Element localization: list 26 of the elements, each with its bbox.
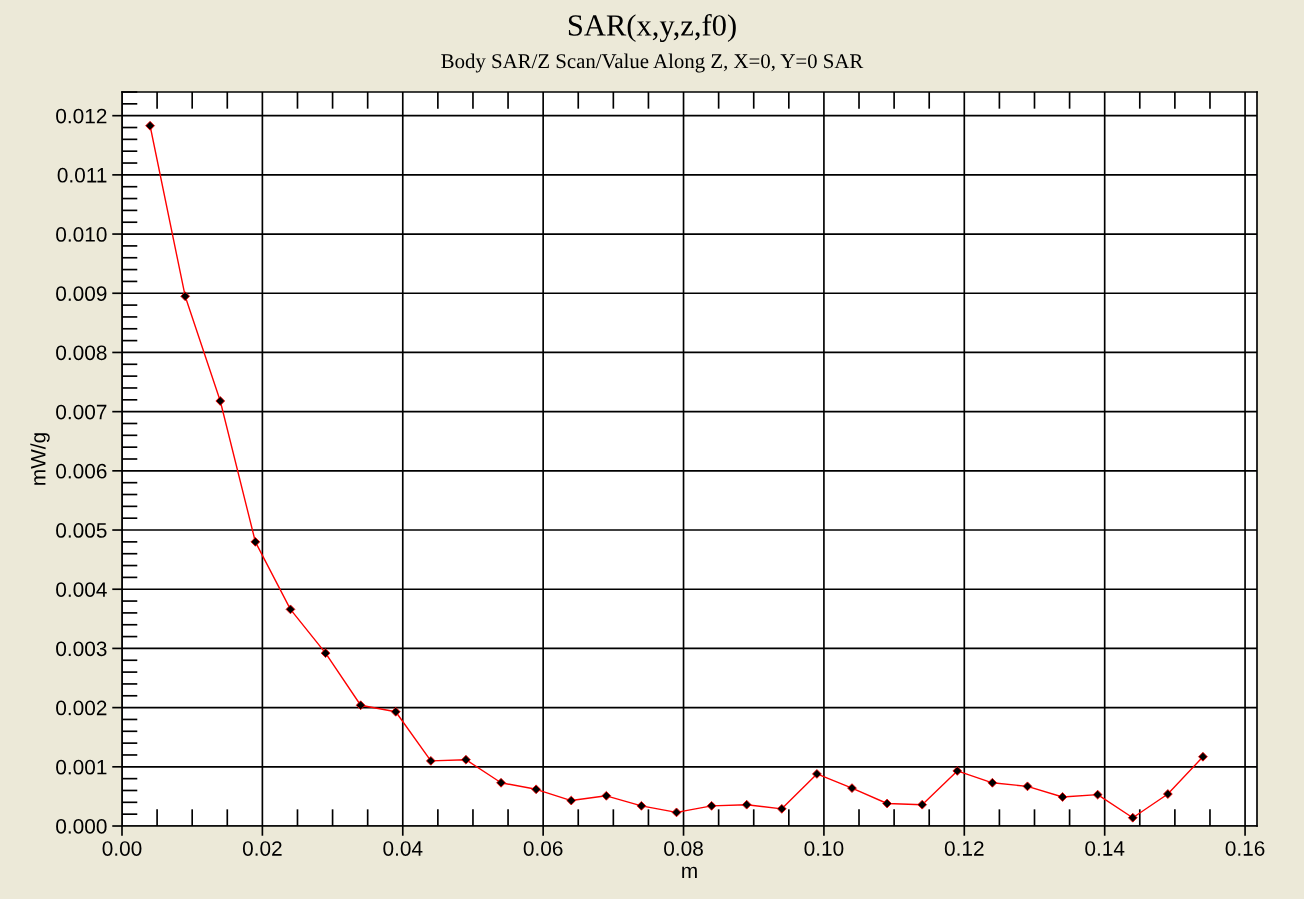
x-tick-label: 0.12 (944, 841, 984, 856)
x-tick-label: 0.08 (664, 841, 703, 856)
y-tick-label: 0.003 (56, 641, 107, 657)
y-tick-label: 0.001 (56, 759, 107, 775)
x-tick-label: 0.14 (1085, 841, 1125, 856)
y-tick-label: 0.009 (56, 286, 107, 302)
x-tick-label: 0.04 (383, 841, 423, 856)
y-tick-label: 0.006 (56, 463, 107, 479)
x-tick-label: 0.00 (102, 841, 142, 856)
y-tick-label: 0.005 (56, 523, 107, 538)
x-axis-title: m (682, 866, 697, 878)
y-tick-label: 0.012 (56, 108, 107, 124)
y-tick-label: 0.000 (56, 819, 107, 834)
y-tick-label: 0.011 (57, 167, 107, 183)
x-tick-label: 0.10 (804, 841, 844, 856)
x-tick-label: 0.06 (523, 841, 563, 856)
chart-subtitle: Body SAR/Z Scan/Value Along Z, X=0, Y=0 SAR (441, 53, 864, 73)
x-tick-label: 0.16 (1225, 841, 1265, 856)
y-tick-label: 0.008 (56, 345, 107, 361)
x-tick-label: 0.02 (242, 841, 282, 856)
chart-title: SAR(x,y,z,f0) (568, 13, 736, 43)
y-tick-label: 0.007 (56, 404, 107, 420)
y-tick-label: 0.004 (56, 582, 107, 597)
y-tick-label: 0.010 (56, 227, 107, 242)
y-axis-title: mW/g (30, 433, 50, 485)
y-tick-label: 0.002 (56, 700, 107, 716)
